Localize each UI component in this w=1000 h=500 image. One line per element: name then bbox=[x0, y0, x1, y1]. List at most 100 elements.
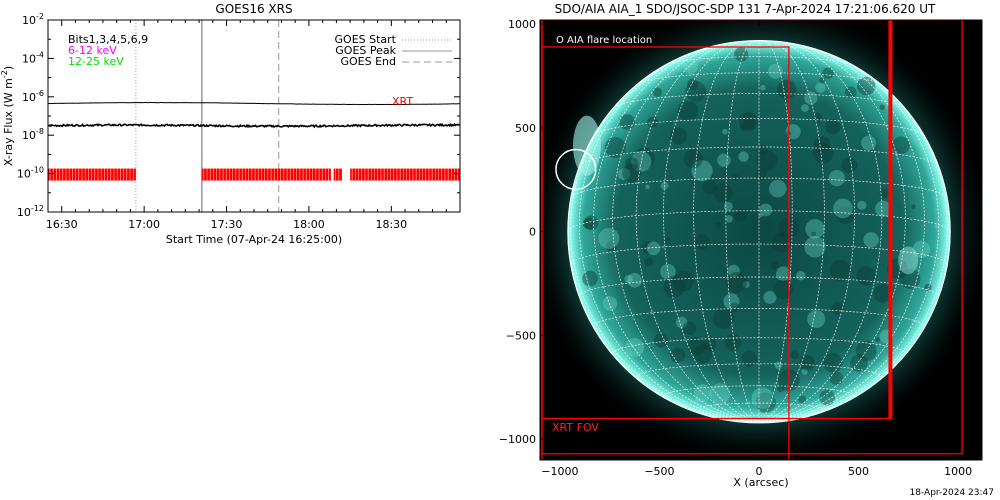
solar-texture-blob bbox=[924, 283, 932, 292]
solar-texture-blob bbox=[879, 104, 886, 110]
xrt-coverage-segment bbox=[333, 168, 342, 181]
solar-texture-blob bbox=[687, 78, 699, 90]
solar-texture-blob bbox=[751, 387, 774, 409]
grid-line bbox=[725, 40, 760, 422]
solar-texture-blob bbox=[693, 344, 713, 364]
aia-image-title: SDO/AIA AIA_1 SDO/JSOC-SDP 131 7-Apr-202… bbox=[555, 2, 936, 16]
xrt-coverage-segment bbox=[350, 168, 460, 181]
aia-x-tick-label: 500 bbox=[848, 465, 869, 478]
solar-texture-blob bbox=[725, 212, 732, 219]
solar-texture-blob bbox=[604, 136, 626, 158]
solar-texture-blob bbox=[739, 124, 747, 131]
aia-y-axis-ticks: −1000 −500 0 500 1000 bbox=[499, 18, 982, 446]
solar-texture-blob bbox=[653, 333, 668, 348]
aia-y-tick-label: −1000 bbox=[499, 433, 536, 446]
solar-texture-blob bbox=[618, 168, 631, 181]
solar-texture-blob bbox=[833, 198, 853, 219]
solar-texture-blob bbox=[822, 67, 834, 79]
solar-texture-blob bbox=[625, 337, 645, 357]
solar-texture-blob bbox=[807, 310, 826, 329]
goes-y-tick-label: 10-6 bbox=[22, 89, 44, 104]
solar-texture-blob bbox=[873, 284, 892, 303]
solar-texture-blob bbox=[732, 174, 739, 181]
solar-texture-blob bbox=[722, 129, 728, 135]
legend-goes-end: GOES End bbox=[340, 55, 396, 68]
solar-texture-blob bbox=[739, 111, 759, 132]
xrt-coverage-bars bbox=[48, 168, 460, 181]
aia-image-area: O AIA flare location XRT FOV bbox=[540, 20, 982, 460]
grid-line bbox=[693, 40, 760, 423]
solar-texture-blob bbox=[736, 273, 743, 280]
grid-line bbox=[613, 93, 905, 109]
flare-location-circle bbox=[555, 148, 597, 191]
grid-line bbox=[758, 41, 883, 423]
solar-texture-blob bbox=[723, 293, 740, 310]
solar-texture-blob bbox=[727, 264, 740, 278]
solar-texture-blob bbox=[622, 163, 642, 183]
solar-texture-blob bbox=[804, 236, 826, 258]
solar-texture-blob bbox=[841, 157, 858, 173]
solar-texture-blob bbox=[850, 354, 868, 372]
solar-texture-blob bbox=[741, 350, 758, 367]
xrt-label: XRT bbox=[392, 95, 413, 108]
solar-texture-blob bbox=[856, 266, 876, 286]
solar-texture-blob bbox=[670, 127, 688, 145]
aia-x-axis-ticks: −1000 −500 0 500 1000 bbox=[541, 20, 972, 478]
solar-texture-blob bbox=[694, 398, 701, 404]
solar-texture-blob bbox=[695, 234, 710, 250]
solar-texture-blob bbox=[742, 281, 750, 288]
solar-texture-blob bbox=[645, 184, 650, 190]
solar-texture-blob bbox=[660, 263, 676, 280]
solar-texture-blob bbox=[760, 84, 766, 91]
aia-y-tick-label: 0 bbox=[529, 226, 536, 239]
solar-texture-blob bbox=[776, 384, 785, 393]
goes-y-tick-label: 10-10 bbox=[17, 166, 44, 181]
solar-texture-blob bbox=[805, 219, 825, 239]
solar-texture-blob bbox=[911, 204, 916, 209]
solar-texture-blob bbox=[861, 135, 876, 151]
solar-texture-blob bbox=[624, 274, 633, 284]
solar-texture-blob bbox=[583, 215, 599, 231]
goes-y-tick-label: 10-4 bbox=[22, 50, 44, 65]
solar-texture-blob bbox=[717, 153, 731, 167]
solar-texture-blob bbox=[771, 232, 792, 253]
solar-texture-blob bbox=[829, 371, 844, 386]
grid-line bbox=[665, 56, 853, 66]
solar-texture-blob bbox=[857, 200, 867, 210]
grid-line bbox=[758, 40, 825, 423]
bright-limb-region bbox=[572, 115, 601, 176]
solar-texture-blob bbox=[734, 209, 747, 223]
solar-texture-blob bbox=[892, 136, 910, 154]
solar-texture-blob bbox=[646, 241, 661, 256]
xrt-fov-label: XRT FOV bbox=[552, 421, 599, 434]
solar-texture-blob bbox=[758, 213, 763, 218]
solar-texture-blob bbox=[875, 337, 880, 343]
solar-texture-blob bbox=[811, 231, 816, 237]
footer-timestamp: 18-Apr-2024 23:47 bbox=[909, 488, 994, 498]
goes-x-tick-label: 16:30 bbox=[46, 218, 78, 231]
aia-x-tick-label: 0 bbox=[756, 465, 763, 478]
solar-texture-blob bbox=[702, 179, 718, 195]
solar-texture-blob bbox=[725, 215, 733, 223]
grid-line bbox=[758, 40, 793, 422]
goes-x-axis-ticks: 16:30 17:00 17:30 18:00 18:30 bbox=[46, 20, 461, 231]
grid-line bbox=[635, 41, 760, 423]
solar-texture-blob bbox=[836, 206, 855, 225]
goes-x-axis-label: Start Time (07-Apr-24 16:25:00) bbox=[166, 233, 342, 246]
solar-texture-blob bbox=[755, 168, 767, 181]
solar-texture-blob bbox=[663, 275, 686, 298]
solar-texture-blob bbox=[796, 271, 806, 281]
bright-region bbox=[898, 246, 919, 275]
solar-texture-blob bbox=[828, 170, 845, 187]
solar-texture-blob bbox=[582, 270, 598, 287]
solar-texture-blob bbox=[825, 118, 841, 135]
goes-y-tick-label: 10-2 bbox=[22, 12, 44, 27]
grid-line bbox=[594, 118, 924, 136]
solar-texture-blob bbox=[759, 203, 773, 217]
solar-texture-blob bbox=[713, 182, 733, 203]
solar-texture-blob bbox=[582, 217, 595, 230]
solar-texture-blob bbox=[812, 142, 834, 164]
goes-xrs-chart: GOES16 XRS 10-12 10-10 10-8 10-6 10-4 10-2 16… bbox=[0, 2, 461, 246]
goes-x-tick-label: 18:00 bbox=[293, 218, 325, 231]
